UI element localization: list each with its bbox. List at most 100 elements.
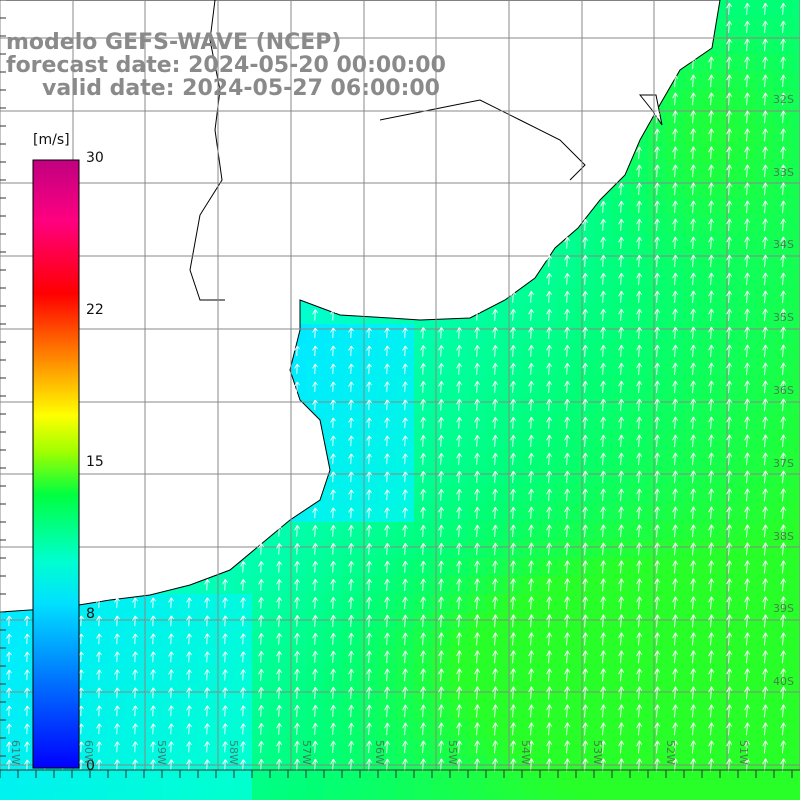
wind-arrow <box>744 398 751 412</box>
wind-cell <box>792 684 800 703</box>
wind-arrow <box>600 740 607 754</box>
wind-cell <box>792 18 800 37</box>
wind-arrow <box>600 542 607 556</box>
wind-arrow <box>150 705 156 717</box>
wind-cell <box>0 792 19 800</box>
wind-arrow <box>618 470 625 484</box>
wind-arrow <box>654 668 661 682</box>
wind-arrow <box>402 327 408 339</box>
wind-arrow <box>24 705 30 717</box>
wind-arrow <box>474 686 481 700</box>
wind-arrow <box>762 272 769 286</box>
wind-arrow <box>258 686 264 699</box>
wind-arrow <box>330 758 336 771</box>
wind-arrow <box>546 416 552 429</box>
colorbar-tick: 30 <box>86 150 104 166</box>
wind-arrow <box>474 668 481 682</box>
wind-arrow <box>438 417 444 429</box>
wind-arrow <box>708 524 715 538</box>
wind-arrow <box>384 686 390 700</box>
wind-arrow <box>150 633 156 645</box>
wind-arrow <box>348 560 354 573</box>
wind-arrow <box>726 182 733 196</box>
wind-arrow <box>348 435 354 447</box>
wind-arrow <box>708 722 715 736</box>
wind-arrow <box>348 507 354 519</box>
wind-arrow <box>186 759 192 771</box>
wind-arrow <box>474 740 481 754</box>
wind-arrow <box>708 56 714 70</box>
wind-arrow <box>312 381 318 393</box>
wind-arrow <box>330 381 336 393</box>
wind-arrow <box>780 362 787 376</box>
wind-arrow <box>420 650 427 664</box>
wind-cell <box>414 774 433 793</box>
wind-cell <box>450 792 469 800</box>
wind-arrow <box>600 218 606 231</box>
wind-arrow <box>546 650 553 664</box>
wind-arrow <box>510 309 516 321</box>
wind-arrow <box>492 362 498 375</box>
wind-arrow <box>744 146 751 160</box>
wind-arrow <box>726 704 733 718</box>
wind-cell <box>324 774 343 793</box>
wind-arrow <box>546 273 552 285</box>
wind-arrow <box>510 452 516 465</box>
wind-arrow <box>780 686 787 700</box>
wind-arrow <box>492 704 499 718</box>
wind-arrow <box>492 380 498 393</box>
lon-label: 54W <box>519 740 532 765</box>
wind-arrow <box>582 650 589 664</box>
wind-arrow <box>600 668 607 682</box>
wind-arrow <box>294 525 300 537</box>
wind-arrow <box>258 561 264 573</box>
wind-cell <box>198 774 217 793</box>
wind-arrow <box>582 308 588 321</box>
wind-arrow <box>420 758 427 772</box>
wind-arrow <box>762 578 769 592</box>
wind-arrow <box>780 200 787 214</box>
wind-arrow <box>780 758 787 772</box>
wind-arrow <box>636 506 643 520</box>
wind-arrow <box>762 2 768 15</box>
wind-arrow <box>726 110 733 124</box>
wind-arrow <box>600 452 607 466</box>
wind-arrow <box>708 200 715 214</box>
wind-arrow <box>744 164 751 178</box>
wind-arrow <box>654 722 661 736</box>
wind-arrow <box>348 722 354 735</box>
wind-arrow <box>600 686 607 700</box>
wind-arrow <box>726 632 733 646</box>
wind-arrow <box>312 722 318 735</box>
wind-arrow <box>672 758 679 772</box>
wind-arrow <box>222 651 228 663</box>
wind-arrow <box>150 615 156 627</box>
wind-arrow <box>456 758 463 772</box>
wind-arrow <box>510 524 516 538</box>
wind-arrow <box>726 236 733 250</box>
wind-arrow <box>726 668 733 682</box>
wind-arrow <box>672 416 679 430</box>
wind-arrow <box>726 398 733 412</box>
wind-arrow <box>726 488 733 502</box>
wind-arrow <box>348 650 354 663</box>
wind-arrow <box>510 722 517 736</box>
wind-arrow <box>708 146 715 160</box>
wind-arrow <box>438 345 444 357</box>
wind-arrow <box>762 470 769 484</box>
wind-arrow <box>654 650 661 664</box>
wind-arrow <box>312 525 318 537</box>
wind-arrow <box>744 434 751 448</box>
wind-arrow <box>582 254 588 267</box>
wind-arrow <box>726 74 733 88</box>
wind-arrow <box>96 615 102 627</box>
wind-arrow <box>312 686 318 699</box>
wind-arrow <box>744 740 751 754</box>
wind-cell <box>792 180 800 199</box>
wind-arrow <box>456 704 463 718</box>
wind-arrow <box>618 578 625 592</box>
wind-arrow <box>762 74 769 88</box>
wind-arrow <box>672 110 678 124</box>
wind-arrow <box>294 561 300 573</box>
wind-arrow <box>762 146 769 160</box>
